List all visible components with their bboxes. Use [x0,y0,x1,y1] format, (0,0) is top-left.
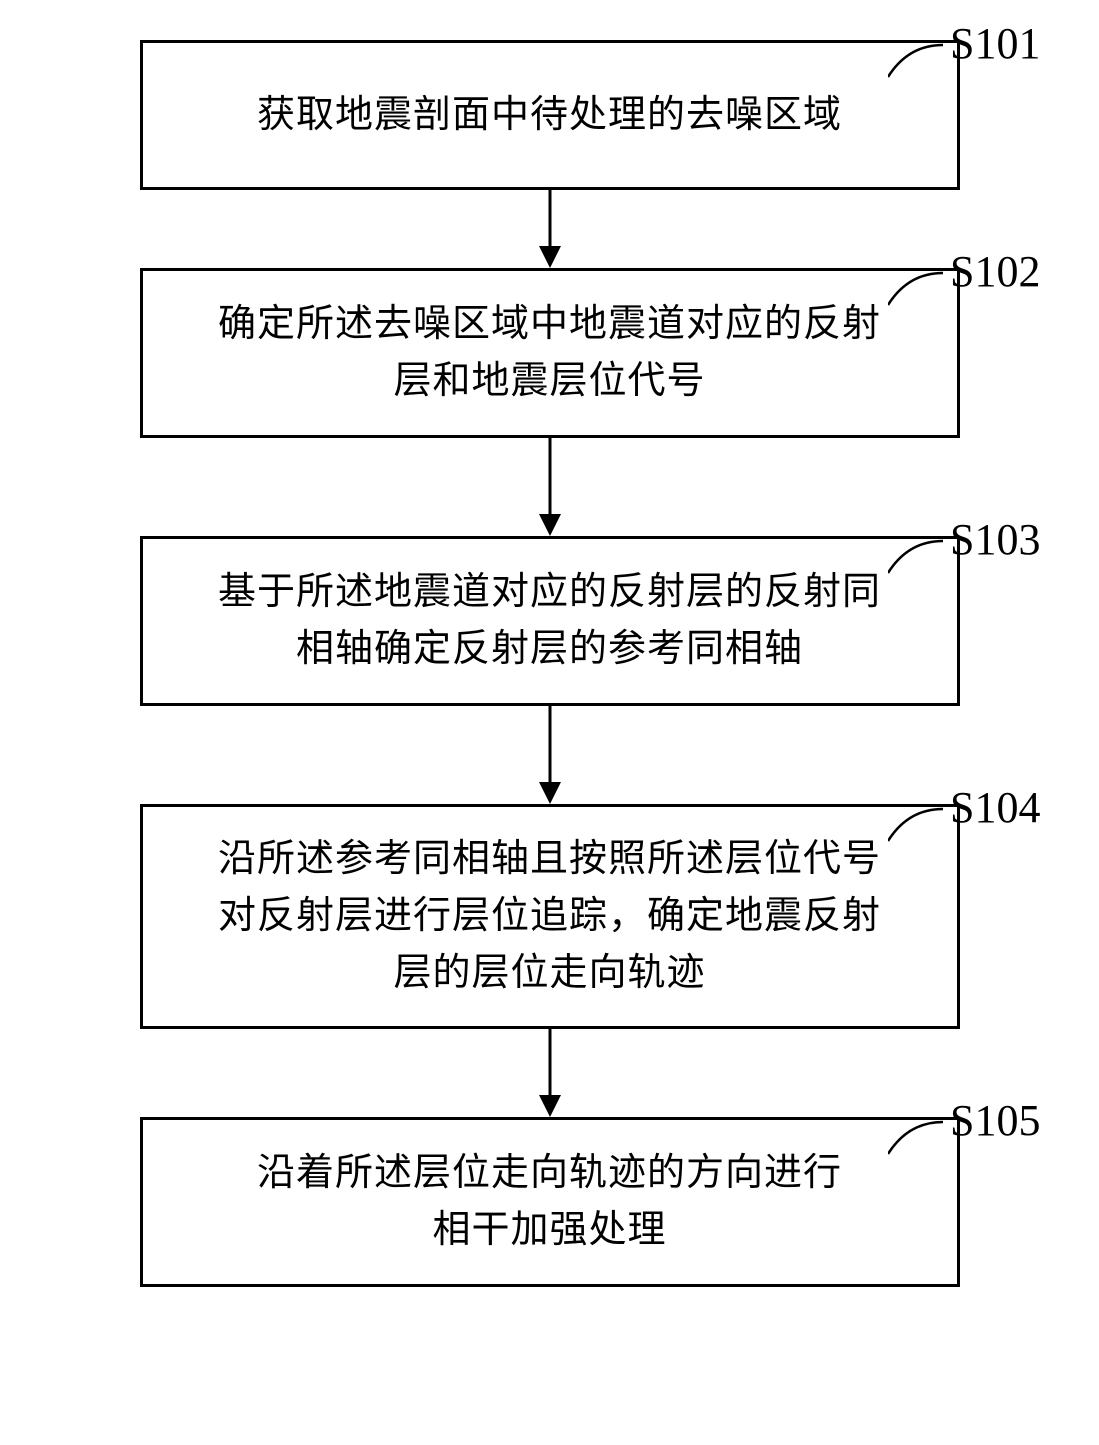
arrow-down-icon [530,1029,570,1117]
flowchart-box-s104: 沿所述参考同相轴且按照所述层位代号 对反射层进行层位追踪，确定地震反射 层的层位… [140,804,960,1029]
box-text-s101: 获取地震剖面中待处理的去噪区域 [257,87,842,144]
arrow-down-icon [530,438,570,536]
arrow-down-icon [530,706,570,804]
step-label-s102: S102 [950,246,1040,297]
step-label-s105: S105 [950,1095,1040,1146]
box-text-s103-line2: 相轴确定反射层的参考同相轴 [296,628,803,670]
box-text-s105-line2: 相干加强处理 [432,1209,666,1251]
box-text-s103: 基于所述地震道对应的反射层的反射同 相轴确定反射层的参考同相轴 [218,564,881,678]
node-row-s105: 沿着所述层位走向轨迹的方向进行 相干加强处理 S105 [20,1117,1079,1287]
node-row-s102: 确定所述去噪区域中地震道对应的反射 层和地震层位代号 S102 [20,268,1079,438]
flowchart-box-s105: 沿着所述层位走向轨迹的方向进行 相干加强处理 [140,1117,960,1287]
flowchart-box-s102: 确定所述去噪区域中地震道对应的反射 层和地震层位代号 [140,268,960,438]
box-text-s104-line1: 沿所述参考同相轴且按照所述层位代号 [218,838,881,880]
step-label-s104: S104 [950,782,1040,833]
flowchart-box-s103: 基于所述地震道对应的反射层的反射同 相轴确定反射层的参考同相轴 [140,536,960,706]
step-label-s101: S101 [950,18,1040,69]
node-row-s101: 获取地震剖面中待处理的去噪区域 S101 [20,40,1079,190]
node-row-s104: 沿所述参考同相轴且按照所述层位代号 对反射层进行层位追踪，确定地震反射 层的层位… [20,804,1079,1029]
box-text-s102-line1: 确定所述去噪区域中地震道对应的反射 [218,303,881,345]
step-label-s103: S103 [950,514,1040,565]
arrow-s103-s104 [20,706,1079,804]
box-text-s105-line1: 沿着所述层位走向轨迹的方向进行 [257,1152,842,1194]
box-text-s105: 沿着所述层位走向轨迹的方向进行 相干加强处理 [257,1145,842,1259]
box-text-s103-line1: 基于所述地震道对应的反射层的反射同 [218,571,881,613]
flowchart-container: 获取地震剖面中待处理的去噪区域 S101 确定所述去噪区域中地震道对应的反射 层… [20,40,1079,1287]
arrow-s102-s103 [20,438,1079,536]
arrow-s104-s105 [20,1029,1079,1117]
box-text-s104-line3: 层的层位走向轨迹 [393,952,705,994]
box-text-s102: 确定所述去噪区域中地震道对应的反射 层和地震层位代号 [218,296,881,410]
flowchart-box-s101: 获取地震剖面中待处理的去噪区域 [140,40,960,190]
box-text-s104-line2: 对反射层进行层位追踪，确定地震反射 [218,895,881,937]
node-row-s103: 基于所述地震道对应的反射层的反射同 相轴确定反射层的参考同相轴 S103 [20,536,1079,706]
box-text-s104: 沿所述参考同相轴且按照所述层位代号 对反射层进行层位追踪，确定地震反射 层的层位… [218,831,881,1002]
box-text-s102-line2: 层和地震层位代号 [393,360,705,402]
arrow-down-icon [530,190,570,268]
arrow-s101-s102 [20,190,1079,268]
